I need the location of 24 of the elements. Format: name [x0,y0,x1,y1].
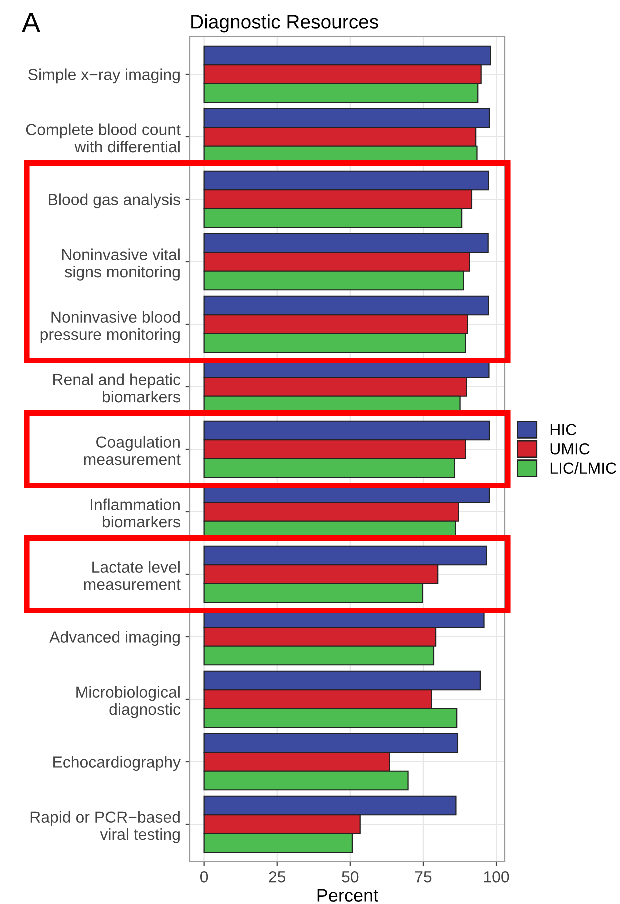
y-tick-label: Lactate level measurement [84,561,181,590]
y-tick-label: Noninvasive blood pressure monitoring [40,311,180,344]
chart-title: Diagnostic Resources [192,14,378,33]
legend-label: HIC [550,424,577,436]
y-tick-label: Microbiological diagnostic [76,686,181,718]
y-tick-label: Simple x−ray imaging [28,68,180,84]
x-tick-label: 50 [342,871,359,883]
x-tick-label: 75 [415,872,432,883]
x-axis-title: Percent [318,889,378,902]
legend-label: UMIC [550,443,590,455]
x-tick-label: 100 [484,871,510,883]
y-tick-label: Inflammation biomarkers [91,498,180,528]
y-tick-label: Echocardiography [54,756,181,772]
y-tick-label: Renal and hepatic biomarkers [54,374,181,403]
legend-label: LIC/LMIC [550,462,616,474]
y-tick-label: Advanced imaging [50,631,180,646]
x-tick-label: 0 [200,871,208,883]
y-tick-label: Complete blood count with differential [26,124,181,153]
x-tick-label: 25 [269,871,286,883]
y-tick-label: Blood gas analysis [49,194,180,209]
y-tick-label: Rapid or PCR−based viral testing [30,811,180,844]
text: A [22,13,40,32]
y-tick-label: Coagulation measurement [84,436,181,466]
y-tick-label: Noninvasive vital signs monitoring [62,248,180,281]
